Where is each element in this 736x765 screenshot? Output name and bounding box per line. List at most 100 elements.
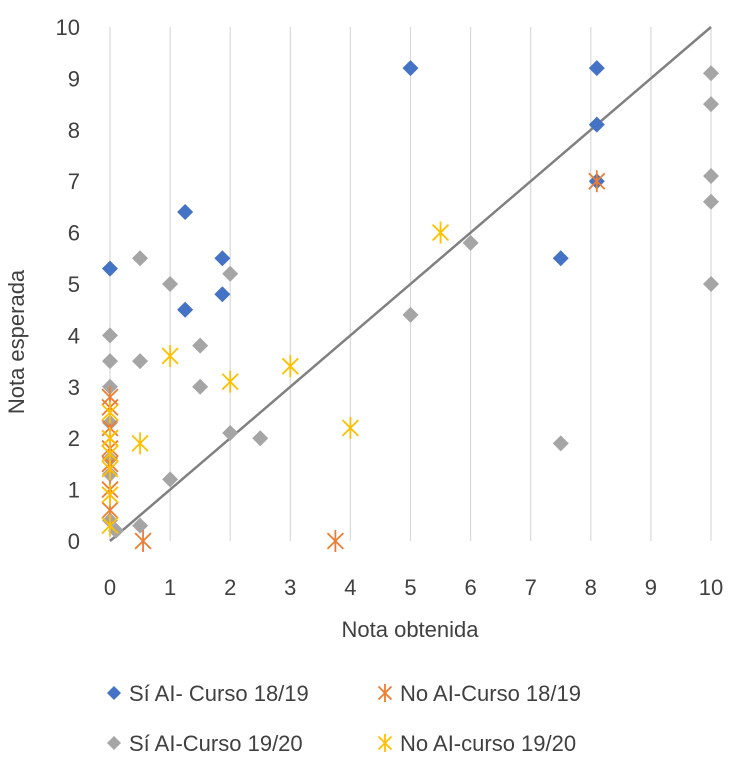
series-3-point-15 <box>192 378 209 395</box>
x-tick-label-0: 0 <box>104 575 116 600</box>
legend-marker-3 <box>107 736 121 750</box>
series-4-point-2-stroke-d2 <box>101 429 119 447</box>
y-tick-label-1: 1 <box>68 478 80 503</box>
series-4-point-8 <box>161 344 179 367</box>
series-1-point-6 <box>402 60 419 77</box>
series-2-point-10 <box>326 530 344 552</box>
x-tick-label-2: 2 <box>224 575 236 600</box>
series-4-point-6-stroke-d2 <box>101 517 119 535</box>
series-4-point-11-stroke-d2 <box>341 419 359 437</box>
series-3-point-18 <box>252 430 269 447</box>
series-3-point-2 <box>102 353 118 370</box>
legend-item-1: Sí AI- Curso 18/19 <box>107 681 309 706</box>
reference-diagonal-line <box>109 26 712 542</box>
series-3-point-10 <box>132 353 149 370</box>
legend-label-2: No AI-Curso 18/19 <box>400 681 581 706</box>
legend-item-4: No AI-curso 19/20 <box>377 731 576 756</box>
series-4-point-12-stroke-d2 <box>431 224 450 242</box>
legend-marker-4 <box>377 734 393 752</box>
x-tick-label-4: 4 <box>344 575 356 600</box>
series-4-point-1-stroke-d2 <box>101 403 119 422</box>
series-3-point-12 <box>162 276 179 292</box>
series-3-point-1 <box>102 327 118 344</box>
series-2-point-9-stroke-d2 <box>134 532 152 550</box>
x-tick-label-7: 7 <box>525 575 537 600</box>
series-4-point-9 <box>221 370 239 393</box>
series-1-point-4 <box>214 250 231 267</box>
series-4-point-7-stroke-d2 <box>131 434 149 452</box>
series-1-point-5 <box>214 286 231 303</box>
series-2-point-8-stroke-d2 <box>101 501 119 519</box>
series-4-point-5 <box>101 483 119 506</box>
y-tick-label-9: 9 <box>68 66 80 91</box>
series-1-point-3 <box>177 301 194 318</box>
y-axis-title: Nota esperada <box>4 269 29 414</box>
y-tick-label-3: 3 <box>68 375 80 400</box>
series-3-point-22 <box>703 65 719 82</box>
legend-label-4: No AI-curso 19/20 <box>400 731 576 756</box>
series-4 <box>101 221 450 537</box>
series-4-point-6 <box>101 514 119 537</box>
series-3-point-14 <box>192 337 209 354</box>
series-3-point-21 <box>552 435 569 452</box>
reference-line-layer <box>109 26 712 542</box>
series-2-point-11-stroke-d2 <box>588 172 606 190</box>
series-1-point-7 <box>552 250 569 267</box>
legend-label-3: Sí AI-Curso 19/20 <box>129 731 303 756</box>
series-4-point-3-stroke-d2 <box>101 445 119 463</box>
y-axis-tick-labels: 0 1 2 3 4 5 6 7 8 9 10 <box>56 15 80 554</box>
legend-marker-1 <box>107 686 121 700</box>
series-1-point-1 <box>102 260 118 277</box>
data-points-layer <box>101 60 719 552</box>
y-tick-label-7: 7 <box>68 169 80 194</box>
x-tick-label-6: 6 <box>464 575 476 600</box>
series-3-point-16 <box>222 265 239 282</box>
series-3-point-26 <box>703 276 719 292</box>
y-tick-label-8: 8 <box>68 118 80 143</box>
series-3-point-17 <box>222 425 239 442</box>
series-4-point-10-stroke-d2 <box>281 357 299 375</box>
series-4-point-7 <box>131 432 149 455</box>
series-2-point-9 <box>134 530 152 552</box>
x-axis-title: Nota obtenida <box>342 617 480 642</box>
series-3-point-24 <box>703 168 719 185</box>
series-3 <box>102 65 719 539</box>
legend-item-2: No AI-Curso 18/19 <box>377 681 581 706</box>
x-axis-tick-labels: 0 1 2 3 4 5 6 7 8 9 10 <box>104 575 723 600</box>
series-4-point-8-stroke-d2 <box>161 347 179 365</box>
series-2-point-11 <box>588 170 606 193</box>
x-tick-label-9: 9 <box>645 575 657 600</box>
series-2-point-10-stroke-d2 <box>326 532 344 550</box>
x-tick-label-10: 10 <box>699 575 723 600</box>
legend-marker-2 <box>377 684 393 702</box>
series-3-point-23 <box>703 96 719 113</box>
series-4-point-4-stroke-d2 <box>101 460 119 478</box>
series-4-point-9-stroke-d2 <box>221 373 239 391</box>
legend-item-3: Sí AI-Curso 19/20 <box>107 731 303 756</box>
series-1-point-2 <box>177 204 194 221</box>
series-4-point-10 <box>281 355 299 378</box>
series-2 <box>101 170 606 552</box>
y-tick-label-0: 0 <box>68 529 80 554</box>
series-1-point-8 <box>588 60 605 77</box>
series-4-point-11 <box>341 416 359 439</box>
series-3-point-19 <box>402 306 419 323</box>
y-tick-label-5: 5 <box>68 272 80 297</box>
legend: Sí AI- Curso 18/19 No AI-Curso 18/19 Sí AI… <box>107 681 581 756</box>
y-tick-label-4: 4 <box>68 323 80 348</box>
legend-label-1: Sí AI- Curso 18/19 <box>129 681 309 706</box>
x-tick-label-3: 3 <box>284 575 296 600</box>
series-4-point-1 <box>101 401 119 424</box>
series-3-point-9 <box>132 250 149 267</box>
series-1 <box>102 60 605 318</box>
x-tick-label-5: 5 <box>404 575 416 600</box>
y-tick-label-10: 10 <box>56 15 80 40</box>
y-tick-label-6: 6 <box>68 221 80 246</box>
series-3-point-20 <box>462 234 479 251</box>
series-4-point-4 <box>101 458 119 481</box>
legend-marker-4-stroke-d2 <box>377 735 393 751</box>
series-4-point-5-stroke-d2 <box>101 486 119 504</box>
y-tick-label-2: 2 <box>68 426 80 451</box>
series-4-point-12 <box>431 221 450 244</box>
